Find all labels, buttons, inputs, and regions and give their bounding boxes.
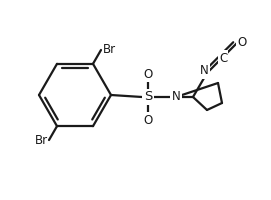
Text: O: O [143,114,153,127]
Text: O: O [237,36,247,49]
Text: Br: Br [102,43,115,56]
Text: Br: Br [34,134,48,147]
Text: C: C [219,51,227,64]
Text: O: O [143,68,153,80]
Text: S: S [144,90,152,104]
Text: N: N [172,90,180,104]
Text: N: N [200,64,208,77]
